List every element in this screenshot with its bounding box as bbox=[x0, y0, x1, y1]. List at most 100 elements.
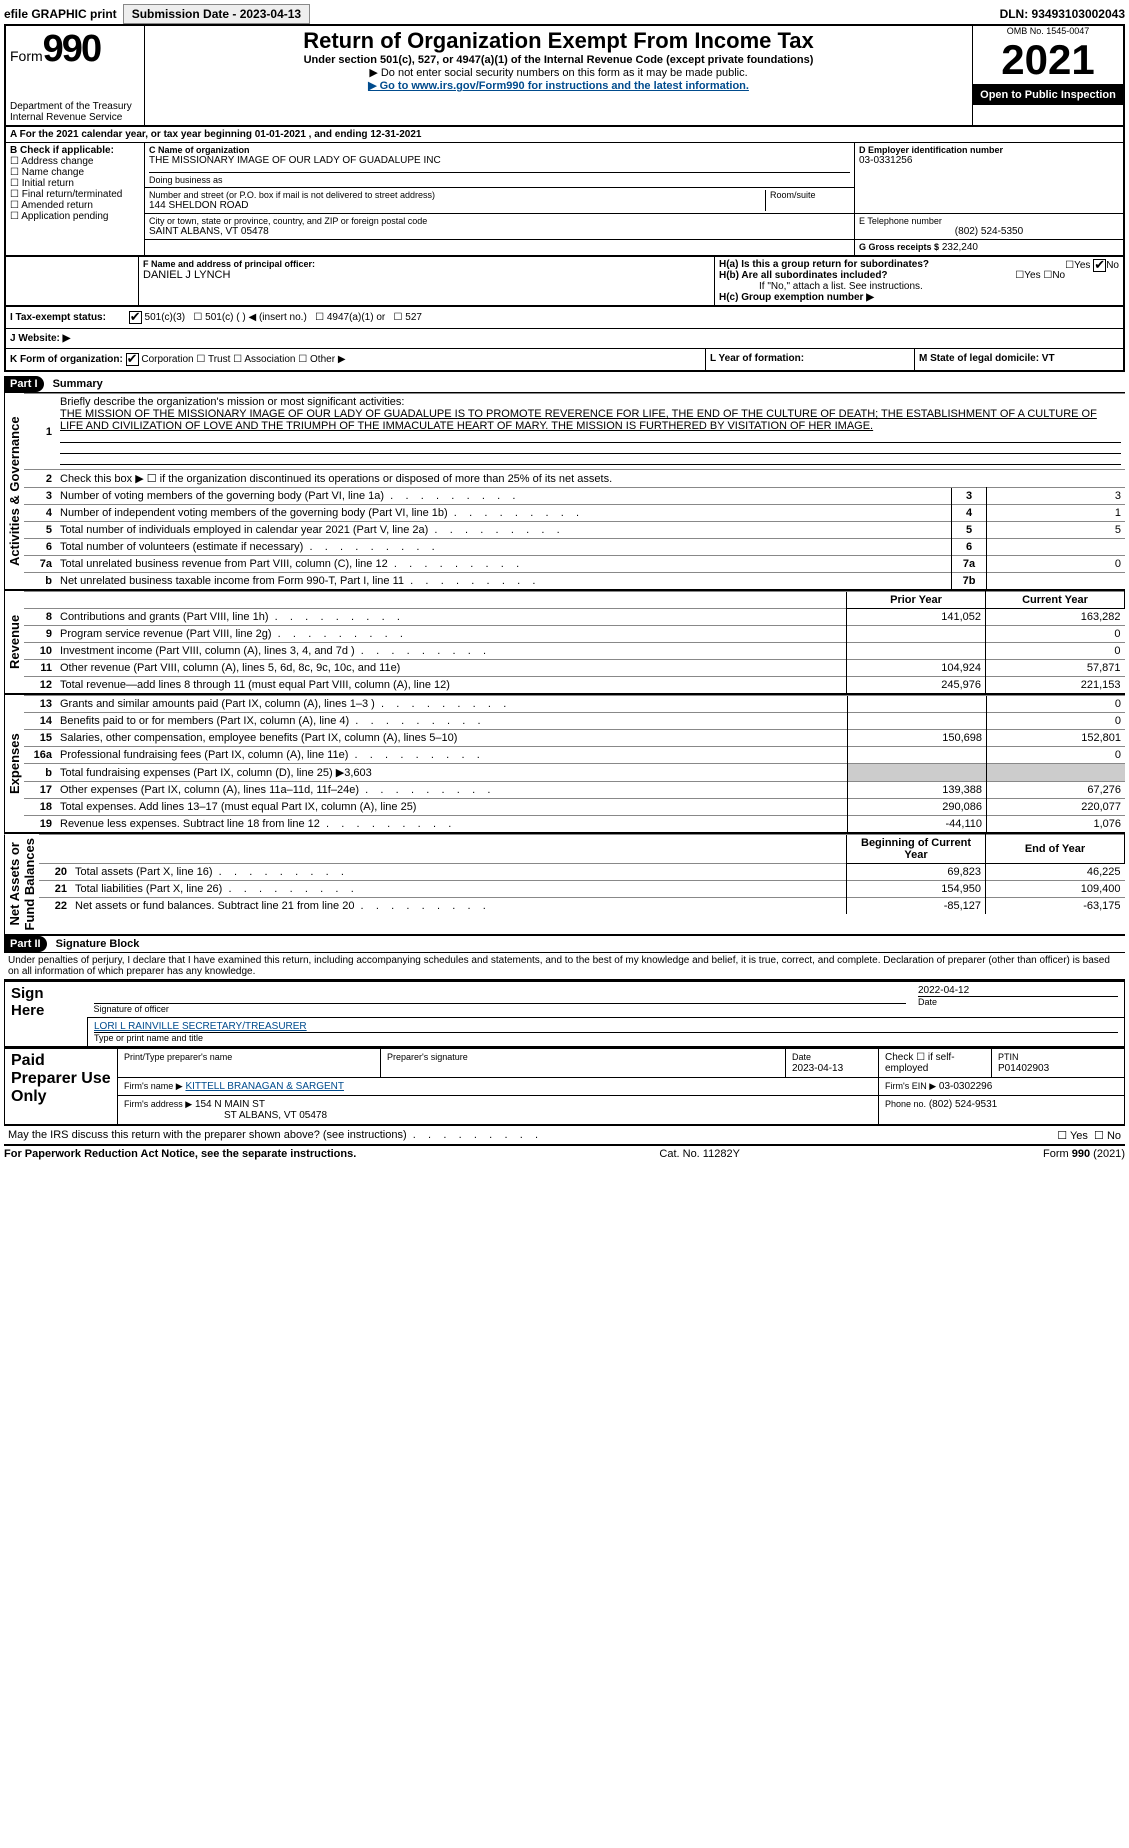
year-formation: L Year of formation: bbox=[705, 349, 914, 370]
line16b-curr bbox=[987, 764, 1126, 782]
chk-address-change[interactable]: ☐ Address change bbox=[10, 156, 140, 167]
paid-preparer-label: Paid Preparer Use Only bbox=[5, 1048, 118, 1125]
form-number: Form990 bbox=[10, 28, 140, 71]
name-label: C Name of organization bbox=[149, 145, 850, 155]
line22-curr: -63,175 bbox=[986, 898, 1125, 915]
netassets-section: Net Assets or Fund Balances Beginning of… bbox=[4, 833, 1125, 936]
ein-value: 03-0331256 bbox=[859, 155, 1119, 166]
street-value: 144 SHELDON ROAD bbox=[149, 200, 765, 211]
line4-val: 1 bbox=[987, 505, 1126, 522]
officer-typed-name[interactable]: LORI L RAINVILLE SECRETARY/TREASURER bbox=[94, 1021, 1118, 1032]
footer: For Paperwork Reduction Act Notice, see … bbox=[4, 1148, 1125, 1160]
line15-curr: 152,801 bbox=[987, 730, 1126, 747]
dept-label: Department of the Treasury Internal Reve… bbox=[10, 101, 140, 123]
firm-name[interactable]: KITTELL BRANAGAN & SARGENT bbox=[185, 1081, 344, 1092]
efile-label: efile GRAPHIC print bbox=[4, 7, 117, 21]
netassets-vlabel: Net Assets or Fund Balances bbox=[4, 834, 39, 934]
line13-text: Grants and similar amounts paid (Part IX… bbox=[56, 696, 848, 713]
line14-text: Benefits paid to or for members (Part IX… bbox=[56, 713, 848, 730]
firm-addr1: 154 N MAIN ST bbox=[195, 1099, 265, 1110]
no-ssn-note: ▶ Do not enter social security numbers o… bbox=[151, 66, 966, 79]
part-1-label: Part I bbox=[4, 376, 44, 392]
line17-text: Other expenses (Part IX, column (A), lin… bbox=[56, 782, 848, 799]
mission-text: THE MISSION OF THE MISSIONARY IMAGE OF O… bbox=[60, 408, 1097, 432]
preparer-table: Paid Preparer Use Only Print/Type prepar… bbox=[4, 1047, 1125, 1126]
k-l-m-row: K Form of organization: Corporation ☐ Tr… bbox=[4, 348, 1125, 372]
goto-link[interactable]: ▶ Go to www.irs.gov/Form990 for instruct… bbox=[151, 79, 966, 92]
line19-prior: -44,110 bbox=[848, 816, 987, 833]
prior-year-hdr: Prior Year bbox=[847, 592, 986, 609]
line10-curr: 0 bbox=[986, 643, 1125, 660]
h-c: H(c) Group exemption number ▶ bbox=[719, 292, 1119, 303]
line6-text: Total number of volunteers (estimate if … bbox=[56, 539, 952, 556]
sig-date: 2022-04-12 bbox=[918, 985, 1118, 996]
line17-curr: 67,276 bbox=[987, 782, 1126, 799]
open-public-badge: Open to Public Inspection bbox=[973, 85, 1123, 105]
org-name: THE MISSIONARY IMAGE OF OUR LADY OF GUAD… bbox=[149, 155, 850, 166]
line21-text: Total liabilities (Part X, line 26) bbox=[71, 881, 847, 898]
line18-text: Total expenses. Add lines 13–17 (must eq… bbox=[56, 799, 848, 816]
date-label: Date bbox=[918, 996, 1118, 1007]
line22-prior: -85,127 bbox=[847, 898, 986, 915]
street-label: Number and street (or P.O. box if mail i… bbox=[149, 190, 765, 200]
line19-curr: 1,076 bbox=[987, 816, 1126, 833]
line11-curr: 57,871 bbox=[986, 660, 1125, 677]
room-suite-label: Room/suite bbox=[765, 190, 850, 211]
line8-curr: 163,282 bbox=[986, 609, 1125, 626]
dba-label: Doing business as bbox=[149, 172, 850, 185]
officer-name: DANIEL J LYNCH bbox=[143, 269, 710, 281]
line16b-text: Total fundraising expenses (Part IX, col… bbox=[56, 764, 848, 782]
ein-label: D Employer identification number bbox=[859, 145, 1119, 155]
omb-label: OMB No. 1545-0047 bbox=[973, 26, 1123, 36]
h-a: H(a) Is this a group return for subordin… bbox=[719, 259, 1119, 270]
chk-amended-return[interactable]: ☐ Amended return bbox=[10, 200, 140, 211]
part-2-title: Signature Block bbox=[56, 938, 140, 950]
h-b: H(b) Are all subordinates included? ☐Yes… bbox=[719, 270, 1119, 281]
return-title: Return of Organization Exempt From Incom… bbox=[151, 28, 966, 54]
line20-prior: 69,823 bbox=[847, 864, 986, 881]
chk-501c3[interactable] bbox=[129, 311, 142, 324]
chk-name-change[interactable]: ☐ Name change bbox=[10, 167, 140, 178]
section-b-label: B Check if applicable: bbox=[10, 145, 140, 156]
tax-exempt-status: I Tax-exempt status: 501(c)(3) ☐ 501(c) … bbox=[4, 305, 1125, 329]
firm-addr2: ST ALBANS, VT 05478 bbox=[124, 1110, 327, 1121]
period-a: A For the 2021 calendar year, or tax yea… bbox=[4, 127, 1125, 142]
line7b-text: Net unrelated business taxable income fr… bbox=[56, 573, 952, 590]
governance-vlabel: Activities & Governance bbox=[4, 393, 24, 589]
officer-label: F Name and address of principal officer: bbox=[143, 259, 710, 269]
ptin-label: PTIN bbox=[998, 1052, 1019, 1062]
phone-label: E Telephone number bbox=[859, 216, 1119, 226]
revenue-vlabel: Revenue bbox=[4, 591, 24, 693]
city-label: City or town, state or province, country… bbox=[149, 216, 850, 226]
line12-prior: 245,976 bbox=[847, 677, 986, 694]
firm-phone-label: Phone no. bbox=[885, 1099, 926, 1109]
ha-no-checkbox[interactable] bbox=[1093, 259, 1106, 272]
line13-curr: 0 bbox=[987, 696, 1126, 713]
line16a-prior bbox=[848, 747, 987, 764]
line16a-curr: 0 bbox=[987, 747, 1126, 764]
line21-prior: 154,950 bbox=[847, 881, 986, 898]
line13-prior bbox=[848, 696, 987, 713]
f-h-block: F Name and address of principal officer:… bbox=[4, 257, 1125, 305]
begin-year-hdr: Beginning of Current Year bbox=[847, 835, 986, 864]
line3-text: Number of voting members of the governin… bbox=[56, 488, 952, 505]
chk-initial-return[interactable]: ☐ Initial return bbox=[10, 178, 140, 189]
check-self-employed[interactable]: Check ☐ if self-employed bbox=[879, 1048, 992, 1078]
chk-final-return[interactable]: ☐ Final return/terminated bbox=[10, 189, 140, 200]
line17-prior: 139,388 bbox=[848, 782, 987, 799]
firm-addr-label: Firm's address ▶ bbox=[124, 1099, 192, 1109]
line14-prior bbox=[848, 713, 987, 730]
line5-val: 5 bbox=[987, 522, 1126, 539]
submission-date-button[interactable]: Submission Date - 2023-04-13 bbox=[123, 4, 310, 24]
expenses-vlabel: Expenses bbox=[4, 695, 24, 832]
line8-prior: 141,052 bbox=[847, 609, 986, 626]
dln-label: DLN: 93493103002043 bbox=[1000, 7, 1125, 21]
line10-prior bbox=[847, 643, 986, 660]
chk-application-pending[interactable]: ☐ Application pending bbox=[10, 211, 140, 222]
line15-text: Salaries, other compensation, employee b… bbox=[56, 730, 848, 747]
signature-table: Sign Here Signature of officer 2022-04-1… bbox=[4, 981, 1125, 1047]
part-1-title: Summary bbox=[53, 378, 103, 390]
q2-text: Check this box ▶ ☐ if the organization d… bbox=[56, 470, 1125, 488]
chk-corporation[interactable] bbox=[126, 353, 139, 366]
line9-prior bbox=[847, 626, 986, 643]
